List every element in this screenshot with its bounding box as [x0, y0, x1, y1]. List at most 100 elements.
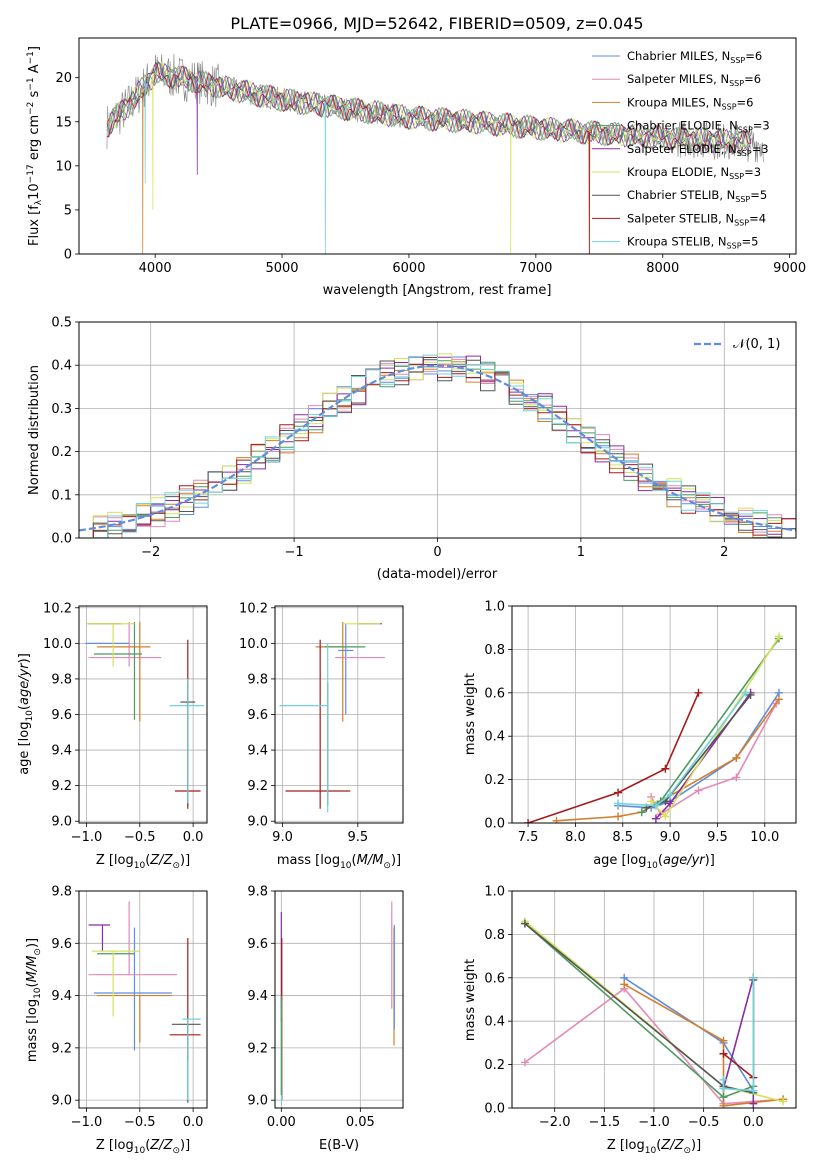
x-tick-label: 7.5 [518, 830, 539, 845]
x-tick-label: 8000 [646, 261, 679, 276]
x-tick-label: 0.0 [743, 1115, 764, 1130]
massweight-vs-metallicity-plot: −2.0 −1.5 −1.0 −0.5 0.0 0.0 0.2 0.4 0.6 0.8 1.0 Z [… [463, 885, 797, 1156]
series-marker-kroupa_miles [719, 1036, 728, 1045]
model-spectrum-kroupa_miles [106, 65, 752, 254]
y-tick-label: 9.2 [51, 779, 72, 794]
series-marker-kroupa_stelib [614, 799, 623, 808]
series-marker-salpeter_stelib [524, 819, 533, 823]
plot-area [279, 622, 385, 813]
y-tick-label: 10.2 [239, 601, 268, 616]
y-axis-label: mass weight [463, 959, 478, 1041]
model-spectrum-chabrier_stelib [106, 61, 752, 154]
x-tick-label: −0.5 [688, 1115, 720, 1130]
x-tick-label: 0.05 [346, 1115, 375, 1130]
y-tick-label: 0.8 [484, 928, 505, 943]
axes-frame [78, 890, 208, 1109]
series-marker-kroupa_elodie [774, 632, 783, 641]
series-marker-kroupa_miles [732, 753, 741, 762]
x-tick-label: 5000 [265, 261, 298, 276]
series-marker-kroupa_stelib [719, 1084, 728, 1093]
series-marker-kroupa_miles [620, 980, 629, 989]
x-tick-label: 1 [577, 545, 585, 560]
series-marker-salpeter_miles [520, 1058, 529, 1067]
series-line-kroupa_stelib [722, 977, 755, 1092]
y-tick-label: 9.6 [247, 937, 268, 952]
plot-area [106, 53, 765, 254]
series-marker-salpeter_miles [732, 773, 741, 782]
y-tick-label: 0.4 [484, 1015, 505, 1030]
massweight-vs-age-plot: 7.5 8.0 8.5 9.0 9.5 10.0 0.0 0.2 0.4 0.6 0.8 1.0 age… [463, 600, 797, 871]
x-tick-label: −1.0 [638, 1115, 670, 1130]
legend-label-salpeter_elodie: Salpeter ELODIE, NSSP=3 [627, 142, 769, 158]
y-tick-label: 0.0 [51, 532, 72, 547]
legend-label-salpeter_stelib: Salpeter STELIB, NSSP=4 [627, 211, 766, 227]
plot-area [280, 901, 395, 1106]
y-tick-label: 0.2 [484, 773, 505, 788]
series-marker-kroupa_elodie [661, 812, 670, 821]
y-tick-label: 0.4 [484, 730, 505, 745]
y-tick-label: 9.6 [51, 937, 72, 952]
plot-area [524, 632, 783, 823]
y-tick-label: 20 [55, 71, 72, 86]
y-tick-label: 5 [64, 203, 72, 218]
series-marker-kroupa_stelib [666, 790, 675, 799]
series-marker-salpeter_stelib [661, 764, 670, 773]
axes-frame [274, 890, 404, 1109]
y-tick-label: 15 [55, 115, 72, 130]
y-tick-label: 10.0 [239, 637, 268, 652]
y-tick-label: 9.2 [51, 1041, 72, 1056]
x-tick-label: 10.0 [750, 830, 779, 845]
y-tick-label: 9.0 [51, 1094, 72, 1109]
y-tick-label: 0.5 [51, 316, 72, 331]
y-tick-label: 9.8 [247, 672, 268, 687]
y-tick-label: 1.0 [484, 885, 505, 900]
x-tick-label: −2.0 [539, 1115, 571, 1130]
series-marker-salpeter_stelib [719, 1049, 728, 1058]
legend-label-chabrier_stelib: Chabrier STELIB, NSSP=5 [627, 188, 767, 204]
series-marker-kroupa_stelib [651, 801, 660, 810]
x-tick-label: 6000 [392, 261, 425, 276]
x-tick-label: 0 [433, 545, 441, 560]
series-marker-kroupa_stelib [749, 1086, 758, 1095]
y-tick-label: 10.2 [43, 601, 72, 616]
x-axis-label: E(B-V) [319, 1138, 359, 1153]
y-tick-label: 0.4 [51, 359, 72, 374]
series-marker-chabrier_elodie [719, 1093, 728, 1102]
x-tick-label: −1.0 [71, 1115, 103, 1130]
legend-label-salpeter_miles: Salpeter MILES, NSSP=6 [627, 72, 761, 88]
x-axis-label: (data-model)/error [377, 567, 498, 582]
plot-area [79, 353, 796, 538]
residuals-plot: −2 −1 0 1 2 0.0 0.1 0.2 0.3 0.4 0.5 𝒩(0, 1) (data-mo… [27, 316, 797, 582]
series-marker-salpeter_miles [694, 786, 703, 795]
y-axis-label: Flux [fλ10−17 erg cm−2 s−1 A−1] [26, 46, 44, 246]
x-tick-label: 4000 [139, 261, 172, 276]
legend-label-kroupa_miles: Kroupa MILES, NSSP=6 [627, 95, 753, 111]
x-tick-label: −1 [285, 545, 304, 560]
y-tick-label: 0.2 [484, 1058, 505, 1073]
y-tick-label: 1.0 [484, 600, 505, 615]
y-axis-label: mass [log10(M/M⊙)] [25, 938, 43, 1062]
y-tick-label: 0.6 [484, 971, 505, 986]
plot-area [85, 622, 204, 809]
x-tick-label: 8.5 [612, 830, 633, 845]
y-tick-label: 9.2 [247, 779, 268, 794]
y-tick-label: 10 [55, 159, 72, 174]
age-vs-mass-plot: 9.0 9.5 9.0 9.2 9.4 9.6 9.8 10.0 10.2 mass [log10… [239, 601, 404, 871]
x-axis-label: age [log10(age/yr)] [593, 853, 715, 871]
series-line-kroupa_stelib [617, 692, 747, 807]
series-marker-kroupa_elodie [779, 1097, 788, 1106]
y-tick-label: 10.0 [43, 637, 72, 652]
y-tick-label: 9.8 [51, 885, 72, 900]
series-line-salpeter_stelib [527, 692, 700, 823]
x-axis-label: Z [log10(Z/Z⊙)] [96, 1138, 190, 1156]
x-tick-label: 0.0 [183, 830, 204, 845]
series-marker-kroupa_elodie [647, 797, 656, 806]
x-tick-label: −2 [141, 545, 160, 560]
mass-vs-metallicity-plot: −1.0 −0.5 0.0 9.0 9.2 9.4 9.6 9.8 Z [log10(Z/Z⊙)… [25, 885, 208, 1156]
series-marker-kroupa_miles [614, 812, 623, 821]
legend-label-normal: 𝒩(0, 1) [733, 337, 780, 352]
series-marker-salpeter_stelib [614, 788, 623, 797]
y-tick-label: 0.1 [51, 488, 72, 503]
y-axis-label: Normed distribution [27, 365, 42, 495]
